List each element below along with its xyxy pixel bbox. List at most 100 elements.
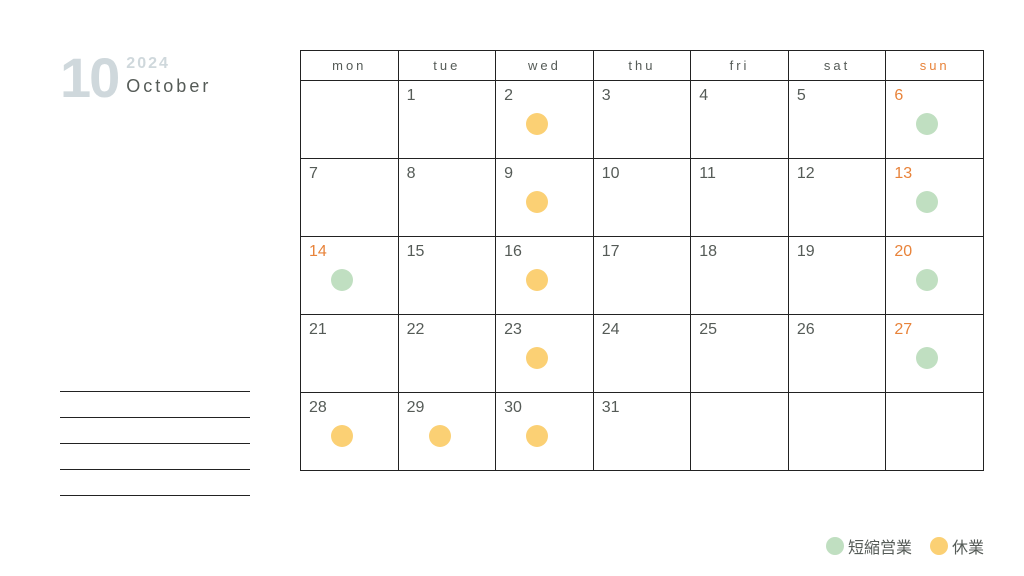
- legend-short-hours-label: 短縮営業: [848, 534, 912, 558]
- day-number: 8: [407, 165, 416, 183]
- day-number: 22: [407, 321, 425, 339]
- calendar-day-cell: 22: [398, 315, 496, 393]
- weekday-header: mon: [301, 51, 399, 81]
- calendar-container: 10 2024 October montuewedthufrisatsun 12…: [60, 50, 984, 496]
- weekday-header: sat: [788, 51, 886, 81]
- day-number: 30: [504, 399, 522, 417]
- legend-dot-closed-icon: [930, 537, 948, 555]
- calendar-day-cell: 6: [886, 81, 984, 159]
- calendar-week-row: 28 29 30 31: [301, 393, 984, 471]
- day-number: 26: [797, 321, 815, 339]
- calendar-day-cell: 9: [496, 159, 594, 237]
- weekday-header: tue: [398, 51, 496, 81]
- day-number: 29: [407, 399, 425, 417]
- calendar-day-cell: 23: [496, 315, 594, 393]
- month-number: 10: [60, 50, 118, 106]
- closed-dot-icon: [526, 347, 548, 369]
- note-lines: [60, 366, 250, 496]
- day-number: 2: [504, 87, 513, 105]
- calendar-day-cell: [788, 393, 886, 471]
- day-number: 20: [894, 243, 912, 261]
- day-number: 16: [504, 243, 522, 261]
- note-line: [60, 366, 250, 392]
- short-hours-dot-icon: [916, 269, 938, 291]
- day-number: 31: [602, 399, 620, 417]
- calendar-day-cell: 21: [301, 315, 399, 393]
- calendar-day-cell: 20: [886, 237, 984, 315]
- calendar-day-cell: [691, 393, 789, 471]
- short-hours-dot-icon: [916, 347, 938, 369]
- legend-dot-short-hours-icon: [826, 537, 844, 555]
- calendar-day-cell: 26: [788, 315, 886, 393]
- calendar-day-cell: 11: [691, 159, 789, 237]
- calendar-day-cell: 7: [301, 159, 399, 237]
- short-hours-dot-icon: [916, 191, 938, 213]
- legend-short-hours: 短縮営業: [826, 534, 912, 558]
- calendar: montuewedthufrisatsun 123456789101112131…: [300, 50, 984, 496]
- day-number: 18: [699, 243, 717, 261]
- weekday-header: sun: [886, 51, 984, 81]
- day-number: 17: [602, 243, 620, 261]
- calendar-day-cell: 15: [398, 237, 496, 315]
- calendar-day-cell: 12: [788, 159, 886, 237]
- calendar-day-cell: 14: [301, 237, 399, 315]
- calendar-body: 1234567891011121314151617181920212223242…: [301, 81, 984, 471]
- day-number: 13: [894, 165, 912, 183]
- closed-dot-icon: [429, 425, 451, 447]
- calendar-week-row: 1 2 3 4 5 6: [301, 81, 984, 159]
- calendar-day-cell: 4: [691, 81, 789, 159]
- calendar-table: montuewedthufrisatsun 123456789101112131…: [300, 50, 984, 471]
- short-hours-dot-icon: [916, 113, 938, 135]
- calendar-day-cell: 25: [691, 315, 789, 393]
- calendar-day-cell: 18: [691, 237, 789, 315]
- month-meta: 2024 October: [126, 56, 211, 97]
- closed-dot-icon: [526, 269, 548, 291]
- calendar-week-row: 14 15 16 17 18 19 20: [301, 237, 984, 315]
- year-label: 2024: [126, 56, 211, 72]
- day-number: 15: [407, 243, 425, 261]
- calendar-day-cell: 24: [593, 315, 691, 393]
- day-number: 21: [309, 321, 327, 339]
- left-panel: 10 2024 October: [60, 50, 280, 496]
- calendar-head: montuewedthufrisatsun: [301, 51, 984, 81]
- legend-closed-label: 休業: [952, 534, 984, 558]
- closed-dot-icon: [526, 191, 548, 213]
- calendar-day-cell: [301, 81, 399, 159]
- closed-dot-icon: [526, 113, 548, 135]
- calendar-day-cell: 31: [593, 393, 691, 471]
- calendar-day-cell: 2: [496, 81, 594, 159]
- calendar-day-cell: 16: [496, 237, 594, 315]
- calendar-week-row: 7 8 9 10 11 12 13: [301, 159, 984, 237]
- month-block: 10 2024 October: [60, 50, 280, 106]
- day-number: 4: [699, 87, 708, 105]
- month-name: October: [126, 76, 211, 97]
- note-line: [60, 444, 250, 470]
- calendar-day-cell: 29: [398, 393, 496, 471]
- day-number: 11: [699, 165, 716, 183]
- calendar-day-cell: 27: [886, 315, 984, 393]
- day-number: 1: [407, 87, 416, 105]
- day-number: 5: [797, 87, 806, 105]
- day-number: 28: [309, 399, 327, 417]
- calendar-day-cell: 13: [886, 159, 984, 237]
- day-number: 19: [797, 243, 815, 261]
- day-number: 23: [504, 321, 522, 339]
- calendar-day-cell: 17: [593, 237, 691, 315]
- calendar-day-cell: 3: [593, 81, 691, 159]
- calendar-day-cell: 19: [788, 237, 886, 315]
- calendar-day-cell: [886, 393, 984, 471]
- calendar-day-cell: 1: [398, 81, 496, 159]
- note-line: [60, 418, 250, 444]
- legend-closed: 休業: [930, 534, 984, 558]
- weekday-header: fri: [691, 51, 789, 81]
- closed-dot-icon: [526, 425, 548, 447]
- weekday-header: wed: [496, 51, 594, 81]
- day-number: 6: [894, 87, 903, 105]
- day-number: 10: [602, 165, 620, 183]
- day-number: 7: [309, 165, 318, 183]
- calendar-day-cell: 5: [788, 81, 886, 159]
- short-hours-dot-icon: [331, 269, 353, 291]
- day-number: 25: [699, 321, 717, 339]
- note-line: [60, 470, 250, 496]
- day-number: 3: [602, 87, 611, 105]
